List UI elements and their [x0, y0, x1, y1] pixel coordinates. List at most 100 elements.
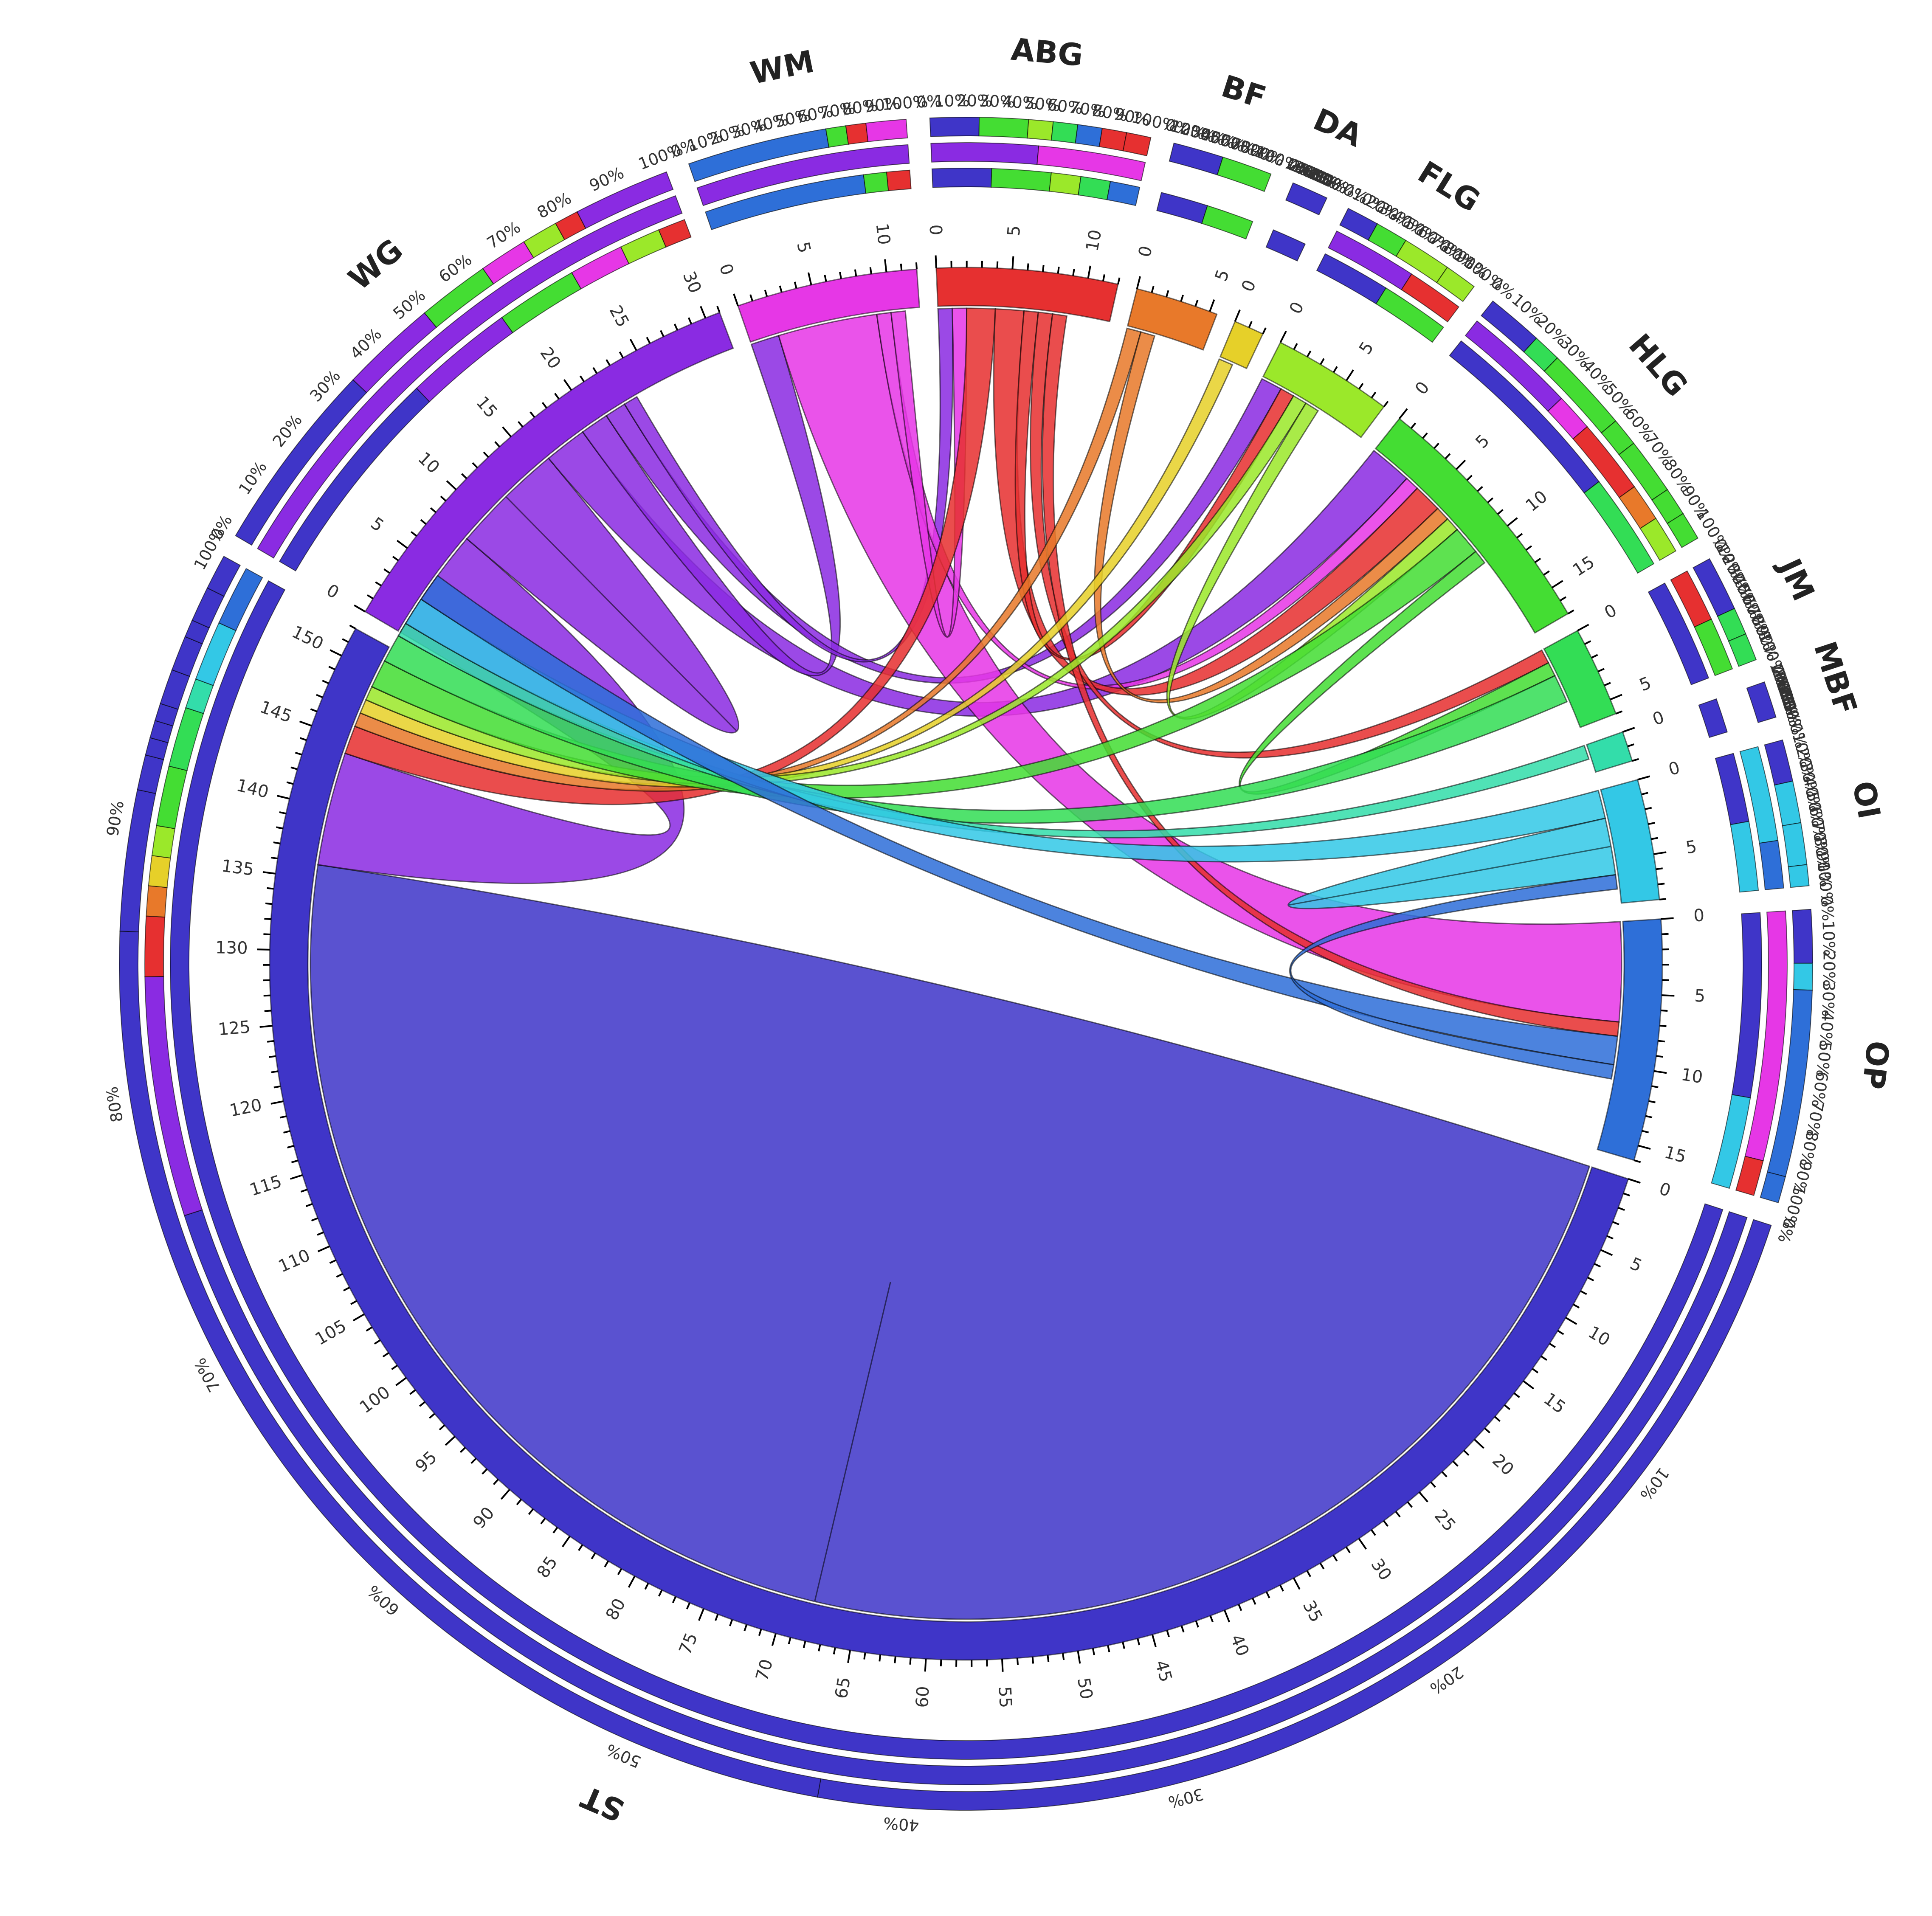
tick-st-24: [1430, 1481, 1436, 1488]
tick-st-27: [1395, 1511, 1401, 1518]
group-label-op: OP: [1855, 1039, 1896, 1091]
tick-wm-5: [807, 272, 812, 285]
bar-st-ring1-seg3: [146, 885, 168, 918]
group-label-flg: FLG: [1412, 154, 1486, 219]
tick-st-67: [818, 1644, 821, 1652]
tick-st-145: [299, 720, 312, 727]
tick-label-bf-5: 5: [1211, 267, 1234, 284]
ribbon-da-st: [359, 358, 1234, 788]
tick-wg-28: [673, 324, 679, 331]
tick-label-st-65: 65: [831, 1676, 854, 1700]
tick-oi-0: [1637, 775, 1650, 781]
tick-label-jm-0: 0: [1601, 600, 1620, 623]
tick-st-53: [1031, 1657, 1034, 1664]
tick-st-36: [1279, 1584, 1284, 1592]
ribbon-mbf-st: [397, 622, 1590, 838]
tick-flg-3: [1320, 358, 1325, 365]
bar-wm-ring0-seg1: [863, 172, 889, 194]
tick-st-29: [1371, 1529, 1376, 1536]
tick-st-133: [265, 902, 273, 905]
tick-st-6: [1594, 1263, 1601, 1268]
tick-wg-24: [619, 351, 624, 358]
tick-st-30: [1358, 1538, 1367, 1550]
ribbon-jm-st: [383, 635, 1568, 824]
tick-st-119: [279, 1115, 287, 1119]
tick-oi-2: [1645, 807, 1652, 810]
bar-wg-ring1-seg0: [257, 195, 683, 559]
tick-wm-12: [915, 262, 918, 270]
tick-op-5: [1662, 994, 1675, 997]
tick-label-oi-5: 5: [1684, 837, 1698, 858]
tick-st-149: [328, 666, 335, 670]
bar-oi-ring2-seg1: [1774, 780, 1802, 827]
arc-st: [269, 627, 1629, 1661]
tick-st-4: [1606, 1235, 1614, 1240]
tick-hlg-8: [1487, 497, 1494, 504]
tick-st-3: [1612, 1221, 1619, 1225]
group-label-wg: WG: [341, 232, 409, 297]
tick-st-84: [578, 1544, 583, 1551]
tick-wg-30: [700, 306, 707, 318]
arc-bf: [1127, 288, 1218, 351]
bar-op-ring2-seg3: [1760, 1171, 1786, 1204]
pct-label-op-0: 0%: [1817, 895, 1837, 922]
tick-st-148: [322, 680, 329, 684]
tick-label-st-140: 140: [234, 776, 270, 802]
tick-wg-11: [461, 473, 468, 479]
tick-st-76: [686, 1602, 690, 1609]
bar-st-ring1-seg2: [144, 915, 166, 977]
tick-hlg-3: [1434, 442, 1439, 449]
tick-op-9: [1656, 1055, 1663, 1058]
tick-st-88: [528, 1508, 534, 1515]
bar-st-ring0-seg0: [170, 580, 1724, 1760]
tick-st-48: [1107, 1645, 1110, 1652]
tick-hlg-15: [1552, 580, 1563, 588]
tick-op-12: [1648, 1100, 1656, 1103]
tick-wm-0: [733, 293, 739, 307]
tick-jm-3: [1597, 668, 1605, 672]
tick-label-st-70: 70: [752, 1657, 777, 1683]
tick-hlg-0: [1398, 408, 1408, 419]
tick-label-op-0: 0: [1693, 906, 1705, 926]
tick-st-110: [317, 1245, 330, 1252]
group-arcs-layer: [269, 267, 1663, 1661]
tick-oi-3: [1648, 822, 1655, 825]
tick-wg-6: [411, 531, 417, 537]
tick-st-85: [562, 1536, 571, 1547]
tick-da-1: [1248, 321, 1253, 328]
tick-st-45: [1151, 1634, 1157, 1647]
tick-st-41: [1209, 1615, 1214, 1623]
bar-abg-ring2-seg3: [1050, 121, 1079, 144]
tick-label-st-90: 90: [469, 1503, 498, 1533]
pct-label-oi-10: 100%: [1814, 861, 1837, 908]
tick-wg-21: [579, 375, 585, 382]
tick-wm-3: [779, 285, 783, 293]
tick-wg-5: [396, 540, 408, 549]
tick-st-117: [287, 1145, 294, 1148]
pct-label-st-8: 80%: [102, 1085, 127, 1124]
pct-label-abg-4: 40%: [1001, 92, 1038, 113]
tick-st-126: [264, 1010, 271, 1012]
tick-st-8: [1580, 1290, 1587, 1295]
tick-st-15: [1523, 1380, 1534, 1390]
bar-op-ring2-seg0: [1791, 909, 1814, 964]
tick-st-124: [267, 1040, 274, 1043]
tick-st-139: [279, 811, 287, 815]
tick-bf-0: [1136, 276, 1141, 289]
ribbon-flg-st: [365, 395, 1307, 785]
tick-label-st-120: 120: [228, 1095, 264, 1121]
pct-label-wm-8: 80%: [841, 96, 879, 119]
tick-st-114: [300, 1188, 308, 1193]
tick-st-65: [847, 1650, 851, 1663]
bar-abg-ring0-seg3: [1078, 176, 1111, 200]
group-label-wm: WM: [747, 43, 817, 91]
tick-jm-6: [1615, 710, 1623, 715]
bar-abg-ring1-seg1: [1036, 145, 1146, 181]
tick-wm-9: [869, 267, 872, 274]
bar-da-ring2-seg0: [1285, 182, 1328, 216]
ribbons-layer: [310, 307, 1622, 1620]
tick-st-115: [290, 1174, 303, 1180]
tick-st-77: [672, 1596, 677, 1604]
tick-st-109: [329, 1259, 336, 1264]
tick-st-147: [316, 694, 323, 698]
